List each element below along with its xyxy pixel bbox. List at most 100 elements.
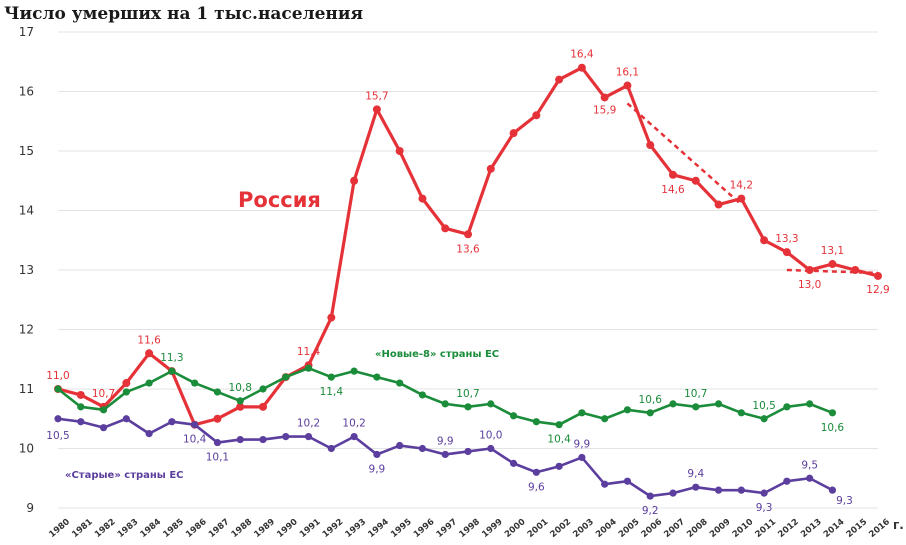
russia-data-point: [372, 105, 381, 114]
old-eu-data-label: 10,2: [342, 418, 365, 430]
old-eu-data-point: [737, 486, 745, 494]
new8-eu-data-point: [327, 373, 335, 381]
x-tick-label: 1996: [412, 517, 437, 540]
x-tick-label: 2005: [617, 517, 642, 540]
new8-eu-data-point: [191, 379, 199, 387]
new8-eu-data-point: [669, 400, 677, 408]
new8-eu-data-label: 10,8: [229, 382, 252, 394]
old-eu-data-point: [168, 418, 176, 426]
new8-eu-data-point: [122, 388, 130, 396]
russia-data-label: 13,6: [456, 243, 480, 255]
old-eu-data-label: 9,9: [369, 463, 386, 475]
old-eu-data-point: [760, 489, 768, 497]
russia-data-point: [213, 414, 222, 423]
old-eu-data-point: [783, 477, 791, 485]
new8-eu-data-label: 10,4: [547, 434, 571, 446]
russia-data-label: 16,4: [570, 49, 594, 61]
x-tick-label: 2009: [708, 517, 733, 540]
old-eu-data-point: [99, 424, 108, 432]
new8-eu-data-point: [555, 421, 563, 429]
chart-title: Число умерших на 1 тыс.населения: [4, 4, 363, 24]
russia-data-point: [395, 147, 404, 155]
x-tick-label: 1998: [457, 517, 482, 540]
old-eu-data-point: [669, 489, 677, 497]
x-tick-label: 2003: [571, 517, 596, 540]
x-tick-label: 2011: [754, 517, 779, 540]
russia-data-point: [555, 75, 564, 84]
x-tick-label: 1982: [93, 517, 118, 540]
russia-data-point: [259, 402, 267, 411]
russia-data-point: [782, 248, 791, 257]
old-eu-data-label: 10,4: [183, 434, 207, 446]
old-eu-data-point: [282, 433, 290, 441]
old-eu-data-point: [327, 444, 335, 453]
old-eu-data-point: [396, 441, 404, 450]
x-tick-label: 1999: [480, 517, 505, 540]
russia-data-label: 13,3: [775, 233, 798, 245]
new8-eu-data-point: [623, 406, 632, 414]
old-eu-data-point: [464, 447, 472, 456]
y-tick-label: 11: [19, 382, 34, 396]
new8-eu-data-point: [259, 385, 267, 393]
old-eu-data-point: [191, 421, 199, 429]
new8-eu-data-label: 11,4: [320, 386, 344, 398]
russia-data-point: [623, 81, 632, 90]
old-eu-data-point: [145, 430, 153, 438]
x-tick-label: 2006: [640, 517, 665, 540]
x-tick-label: 1989: [252, 517, 277, 540]
russia-data-point: [600, 93, 609, 102]
y-tick-label: 9: [26, 501, 34, 515]
new8-eu-data-point: [509, 412, 518, 420]
russia-data-label: 15,9: [593, 104, 616, 116]
new8-eu-data-point: [441, 400, 449, 408]
new8-eu-data-point: [737, 409, 745, 417]
x-tick-label: 2010: [731, 517, 756, 540]
russia-data-label: 11,6: [137, 334, 161, 346]
new8-eu-data-point: [828, 409, 837, 417]
new8-eu-data-label: 10,6: [639, 394, 663, 406]
x-tick-label: 2014: [822, 517, 847, 540]
x-tick-label: 2013: [799, 517, 824, 540]
new8-eu-data-point: [464, 403, 472, 411]
old-eu-data-point: [441, 450, 449, 459]
old-eu-series-name: «Старые» страны ЕС: [65, 470, 184, 481]
x-tick-label: 1985: [161, 517, 186, 540]
russia-data-point: [874, 271, 882, 280]
x-tick-label: 2012: [776, 517, 801, 540]
new8-eu-data-point: [760, 415, 768, 423]
old-eu-data-point: [692, 483, 700, 491]
new8-eu-data-point: [350, 367, 358, 375]
old-eu-data-point: [555, 462, 563, 470]
russia-data-point: [236, 402, 245, 411]
new8-eu-data-point: [304, 364, 313, 372]
new8-eu-data-point: [646, 409, 654, 417]
old-eu-data-label: 9,5: [801, 459, 818, 471]
new8-eu-data-point: [714, 400, 723, 408]
old-eu-data-label: 9,3: [756, 502, 773, 514]
x-tick-label: 2002: [549, 517, 574, 540]
old-eu-data-point: [213, 438, 222, 447]
russia-data-point: [691, 176, 700, 185]
russia-data-label: 12,9: [866, 284, 889, 296]
x-tick-label: 1980: [47, 517, 72, 540]
russia-data-label: 13,0: [798, 279, 821, 291]
trend-line: [626, 102, 743, 206]
new8-eu-data-label: 10,5: [752, 400, 775, 412]
new8-eu-data-label: 10,7: [684, 388, 707, 400]
new8-eu-data-point: [418, 391, 427, 399]
russia-data-point: [828, 260, 837, 269]
russia-data-label: 10,7: [92, 388, 115, 400]
old-eu-data-point: [623, 477, 632, 485]
x-tick-label: 2001: [526, 517, 551, 540]
y-tick-label: 17: [19, 25, 34, 39]
x-tick-label: 2007: [662, 517, 687, 540]
x-tick-label: 1994: [366, 517, 391, 540]
russia-data-label: 13,1: [821, 245, 844, 257]
new8-eu-data-point: [99, 406, 108, 414]
old-eu-data-point: [487, 444, 495, 453]
new8-eu-series-name: «Новые-8» страны ЕС: [375, 349, 499, 360]
x-tick-label: 1984: [139, 517, 164, 540]
old-eu-data-label: 9,3: [836, 495, 853, 507]
russia-data-label: 14,6: [661, 184, 685, 196]
y-tick-label: 16: [19, 85, 34, 99]
